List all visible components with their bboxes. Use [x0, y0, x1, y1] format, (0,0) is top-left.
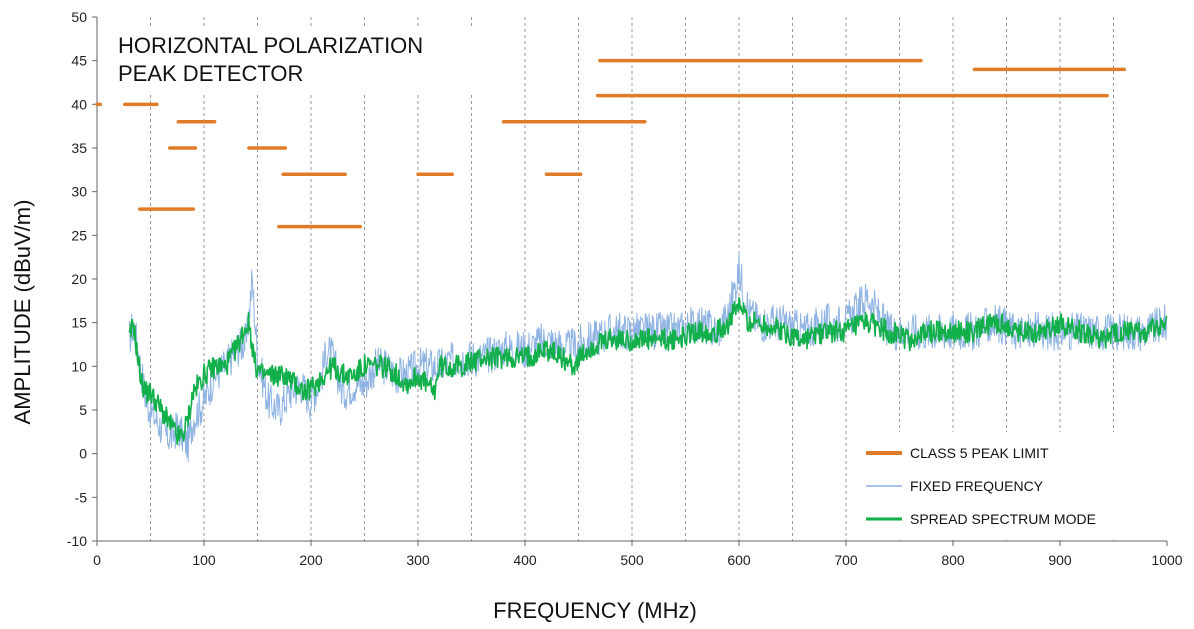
- x-tick-label: 300: [406, 552, 430, 568]
- x-tick-label: 400: [513, 552, 537, 568]
- legend-label-spread: SPREAD SPECTRUM MODE: [910, 511, 1096, 527]
- legend: CLASS 5 PEAK LIMIT FIXED FREQUENCY SPREA…: [848, 432, 1168, 540]
- annotation-box: [105, 26, 477, 92]
- y-tick-label: 45: [71, 53, 87, 69]
- series-layer: [128, 251, 1168, 463]
- y-tick-label: 5: [79, 402, 87, 418]
- y-tick-label: 25: [71, 227, 87, 243]
- series-spread-spectrum: [128, 296, 1168, 446]
- y-tick-label: 50: [71, 9, 87, 25]
- x-tick-label: 800: [941, 552, 965, 568]
- x-tick-label: 200: [299, 552, 323, 568]
- x-axis-title: FREQUENCY (MHz): [493, 598, 697, 623]
- y-tick-label: 0: [79, 446, 87, 462]
- x-tick-label: 0: [93, 552, 101, 568]
- annotation-line-2: PEAK DETECTOR: [118, 61, 303, 86]
- legend-label-limit: CLASS 5 PEAK LIMIT: [910, 445, 1049, 461]
- y-tick-label: -10: [67, 533, 87, 549]
- x-tick-label: 100: [192, 552, 216, 568]
- x-tick-label: 500: [620, 552, 644, 568]
- x-tick-label: 1000: [1151, 552, 1182, 568]
- annotation-line-1: HORIZONTAL POLARIZATION: [118, 33, 423, 58]
- y-tick-label: 40: [71, 96, 87, 112]
- y-tick-label: -5: [75, 489, 88, 505]
- y-tick-label: 20: [71, 271, 87, 287]
- y-axis-title: AMPLITUDE (dBuV/m): [10, 200, 35, 425]
- y-tick-label: 15: [71, 315, 87, 331]
- y-tick-label: 30: [71, 184, 87, 200]
- x-tick-label: 900: [1048, 552, 1072, 568]
- x-tick-label: 700: [834, 552, 858, 568]
- legend-label-fixed: FIXED FREQUENCY: [910, 478, 1044, 494]
- x-tick-label: 600: [727, 552, 751, 568]
- series-fixed-frequency: [128, 251, 1168, 463]
- limit-layer: [95, 58, 1126, 229]
- y-tick-label: 10: [71, 358, 87, 374]
- y-tick-label: 35: [71, 140, 87, 156]
